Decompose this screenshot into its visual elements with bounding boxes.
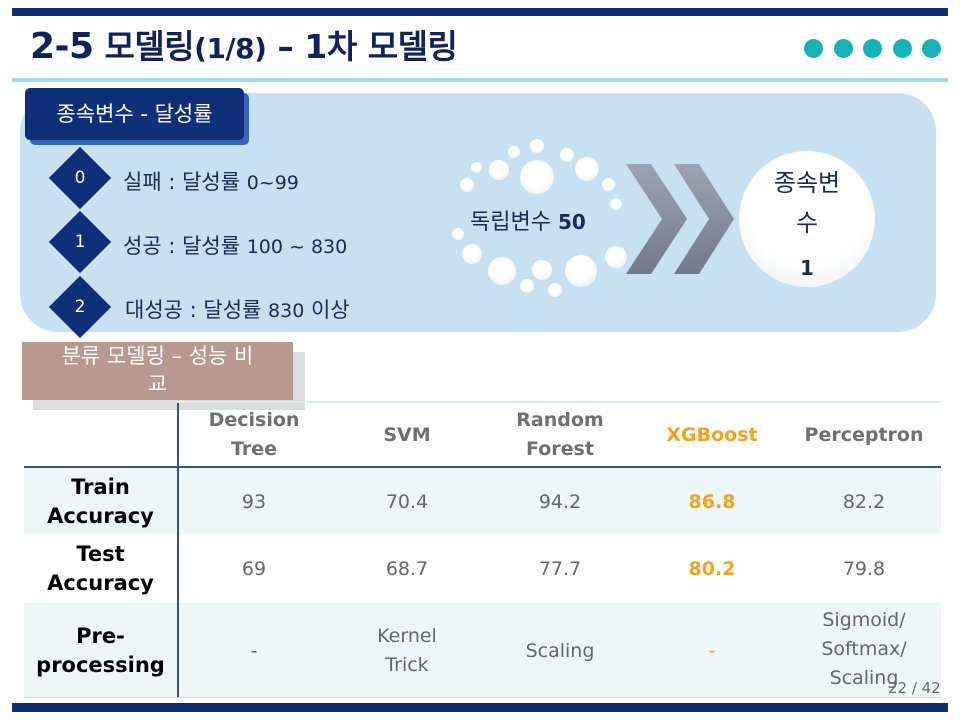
dependent-variable-tag: 종속변수 - 달성률 — [25, 88, 244, 140]
title-dash: – — [266, 27, 305, 66]
table-cell: Kernel Trick — [377, 625, 437, 676]
table-cell: 68.7 — [385, 558, 429, 580]
title-num: 1 — [304, 27, 327, 66]
slide-title: 2-5 모델링(1/8) – 1차 모델링 — [30, 20, 458, 68]
column-header-svm: SVM — [383, 424, 431, 446]
dependent-variable-count: 1 — [800, 256, 814, 280]
bubble — [462, 244, 482, 264]
title-part1: 모델링 — [104, 27, 195, 66]
bubble — [508, 146, 520, 158]
dependent-variable-circle — [739, 151, 875, 287]
table-cell: 77.7 — [538, 558, 582, 580]
column-header-decision-tree: Decision Tree — [208, 409, 300, 460]
table-cell: Scaling — [525, 640, 595, 662]
bubble — [460, 178, 474, 192]
row-header-test-accuracy: Test Accuracy — [47, 542, 154, 595]
title-underline — [12, 78, 948, 82]
table-cell: 79.8 — [842, 558, 886, 580]
class-0-label: 실패 : 달성률 0~99 — [123, 170, 299, 194]
table-top-line — [177, 401, 941, 403]
table-cell: Sigmoid/Softmax/Scaling — [821, 609, 907, 689]
bubble — [520, 279, 534, 293]
bubble — [489, 160, 509, 180]
table-row-band — [24, 603, 941, 697]
decor-dot — [804, 39, 823, 58]
bubble — [471, 162, 482, 173]
column-header-perceptron: Perceptron — [804, 424, 924, 446]
bubble — [565, 255, 597, 287]
bubble — [602, 178, 615, 191]
bubble — [452, 228, 464, 240]
decor-dot — [922, 39, 941, 58]
class-1-label: 성공 : 달성률 100 ~ 830 — [123, 234, 348, 258]
row-header-train-accuracy: Train Accuracy — [47, 475, 154, 528]
bubble — [575, 157, 599, 181]
table-cell-highlight: 80.2 — [688, 558, 736, 580]
title-prefix: 2-5 — [30, 26, 94, 67]
bubble — [488, 257, 516, 285]
bubble — [610, 198, 622, 210]
row-header-preprocessing: Pre-processing — [36, 624, 165, 677]
table-row-band — [24, 468, 941, 534]
column-header-random-forest: Random Forest — [516, 409, 604, 460]
table-cell-highlight: - — [708, 640, 716, 662]
bubble — [532, 260, 552, 280]
bubble — [530, 139, 544, 153]
class-1-number: 1 — [74, 232, 86, 252]
decor-dot — [834, 39, 853, 58]
class-2-number: 2 — [74, 297, 86, 317]
dependent-variable-label: 종속변 수 — [773, 169, 841, 237]
class-2-label: 대성공 : 달성률 830 이상 — [125, 298, 350, 322]
title-paren: (1/8) — [194, 32, 267, 65]
chevron-arrows-icon — [626, 164, 734, 274]
column-header-xgboost: XGBoost — [666, 424, 758, 446]
decor-dot — [863, 39, 882, 58]
table-header-divider — [24, 466, 941, 468]
bottom-bar — [12, 703, 948, 712]
independent-variable-label: 독립변수 50 — [470, 210, 586, 235]
table-cell: 94.2 — [538, 491, 582, 513]
bubble — [520, 160, 554, 194]
table-cell: - — [250, 640, 258, 662]
page-number: 22 / 42 — [888, 679, 941, 697]
table-cell: 70.4 — [385, 491, 429, 513]
bubble — [605, 246, 627, 268]
table-cell: 82.2 — [842, 491, 886, 513]
title-part2: 차 모델링 — [326, 27, 458, 66]
class-0-number: 0 — [74, 168, 86, 188]
top-bar — [12, 8, 948, 16]
bubble — [560, 148, 574, 162]
decor-dot — [893, 39, 912, 58]
table-vertical-divider — [177, 403, 179, 697]
table-cell: 93 — [241, 491, 267, 513]
table-cell-highlight: 86.8 — [688, 491, 736, 513]
table-cell: 69 — [241, 558, 267, 580]
bubble — [548, 283, 562, 297]
table-bottom-line — [24, 697, 941, 698]
